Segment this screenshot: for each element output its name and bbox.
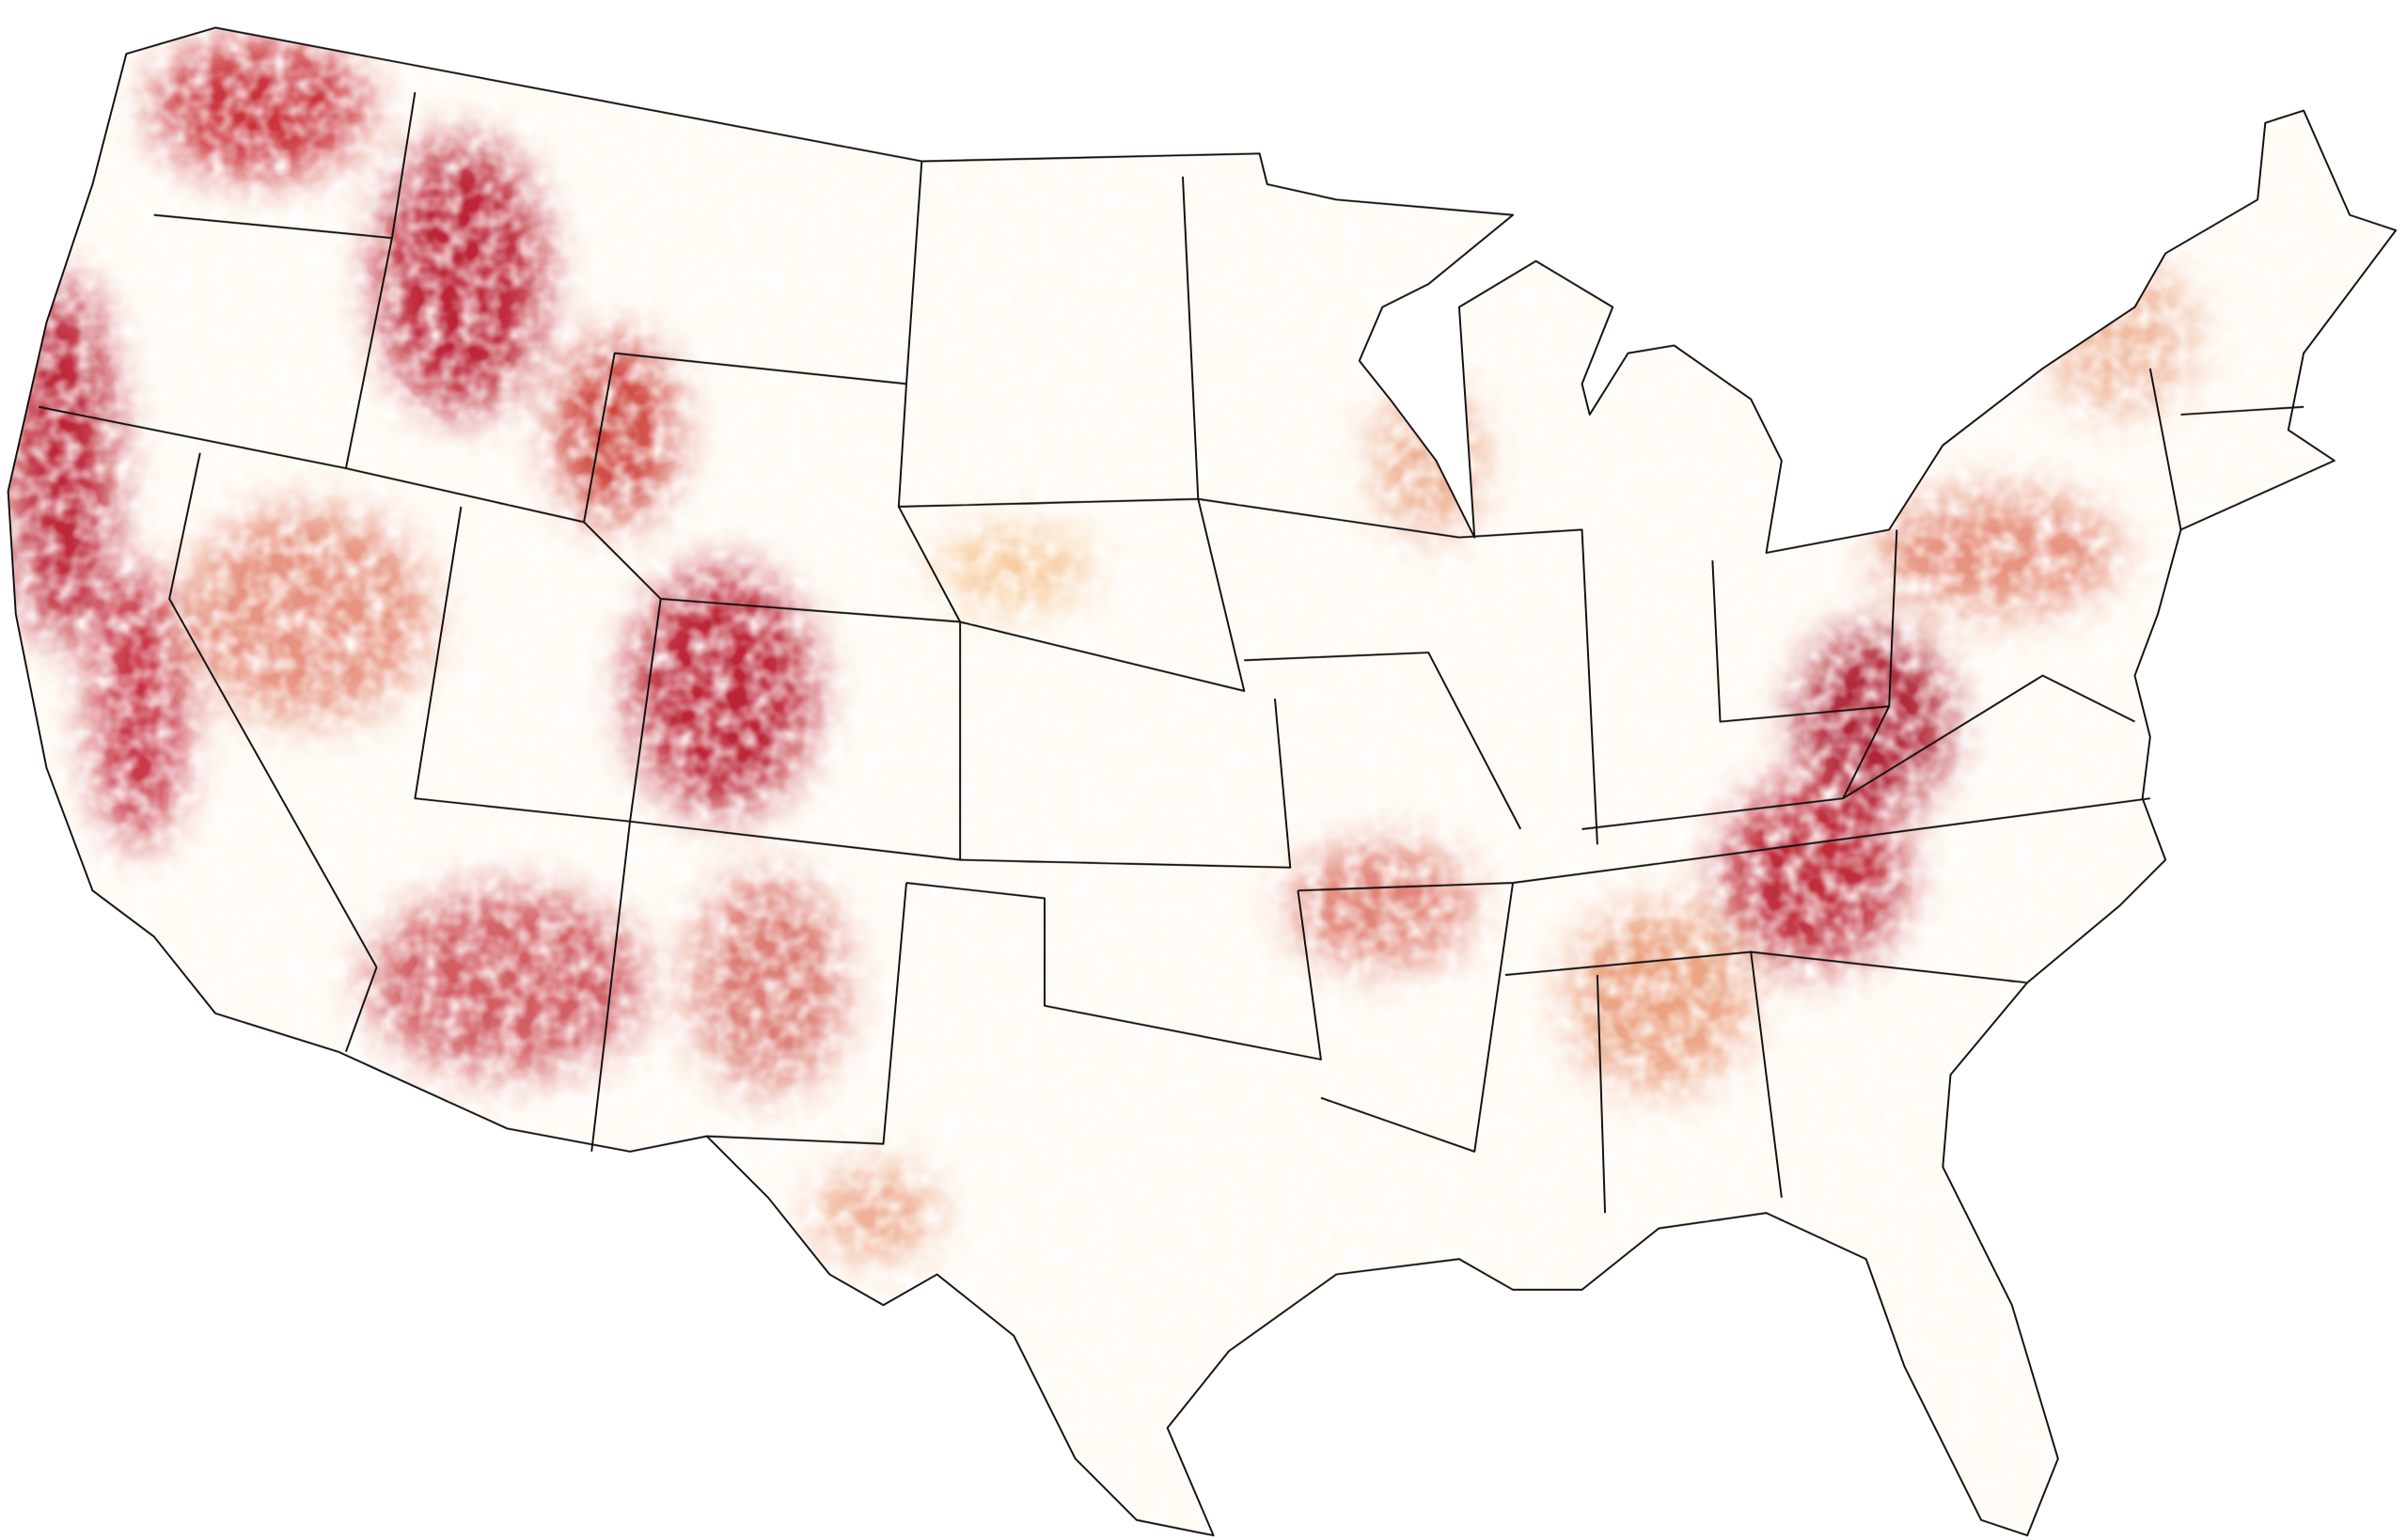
state-borders: [39, 91, 2305, 1214]
